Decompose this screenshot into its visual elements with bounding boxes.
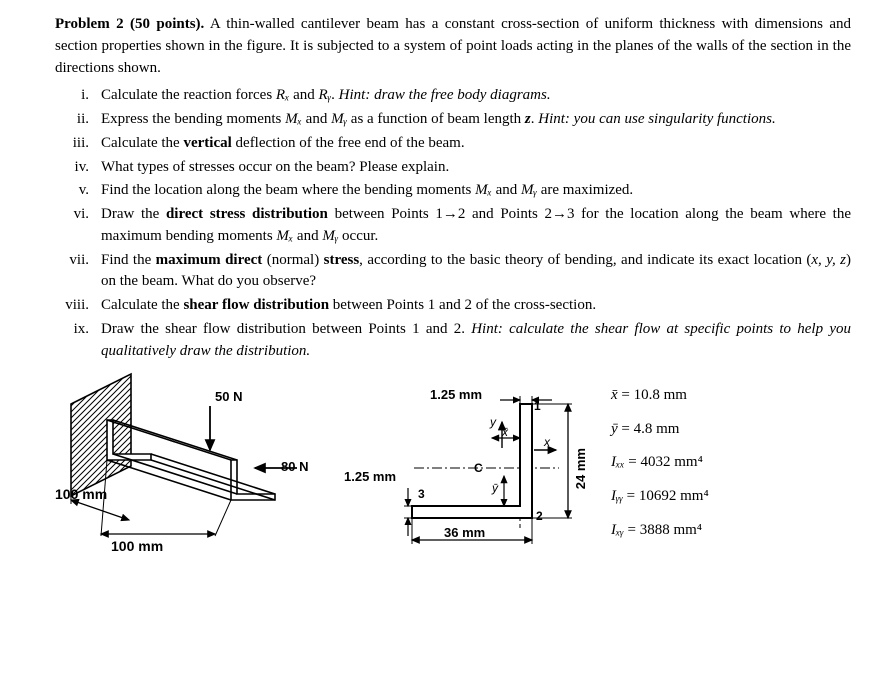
row-ixy: Iₓᵧ = 3888 mm⁴ — [603, 514, 715, 548]
y-axis-label: y — [490, 414, 496, 431]
item-vi: vi. Draw the direct stress distribution … — [55, 204, 851, 248]
item-ix: ix. Draw the shear flow distribution bet… — [55, 319, 851, 363]
row-xbar: x̄ = 10.8 mm — [603, 379, 715, 413]
item-ii: ii. Express the bending moments Mₓ and M… — [55, 109, 851, 131]
width-36mm-label: 36 mm — [444, 524, 485, 543]
xbar-dim-label: x̄ — [502, 424, 508, 441]
section-properties: x̄ = 10.8 mm ȳ = 4.8 mm Iₓₓ = 4032 mm⁴ I… — [603, 379, 851, 548]
row-ybar: ȳ = 4.8 mm — [603, 413, 715, 447]
item-iv: iv. What types of stresses occur on the … — [55, 157, 851, 179]
beam-3d-diagram: 50 N 80 N 100 mm 100 mm — [55, 368, 330, 558]
hint-i: Hint: draw the free body diagrams. — [339, 87, 551, 103]
thickness-left-label: 1.25 mm — [344, 468, 396, 487]
x-axis-label: x — [544, 434, 550, 451]
item-viii: viii. Calculate the shear flow distribut… — [55, 295, 851, 317]
height-24mm-label: 24 mm — [572, 448, 591, 489]
problem-intro: Problem 2 (50 points). A thin-walled can… — [55, 14, 851, 79]
cross-section-diagram: 1.25 mm 1.25 mm 36 mm 24 mm 1 2 3 C x y … — [344, 368, 589, 558]
ybar-dim-label: ȳ — [492, 480, 498, 497]
point-1-label: 1 — [534, 398, 541, 415]
item-iii: iii. Calculate the vertical deflection o… — [55, 133, 851, 155]
problem-heading: Problem 2 (50 points). — [55, 16, 204, 32]
load-50n-label: 50 N — [215, 388, 242, 407]
load-80n-label: 80 N — [281, 458, 308, 477]
thickness-top-label: 1.25 mm — [430, 386, 482, 405]
item-v: v. Find the location along the beam wher… — [55, 180, 851, 202]
subproblem-list: i. Calculate the reaction forces Rₓ and … — [55, 85, 851, 362]
centroid-label: C — [474, 460, 483, 477]
dim-100mm-front: 100 mm — [111, 536, 163, 556]
marker-i: i. — [55, 85, 101, 107]
hint-ii: Hint: you can use singularity functions. — [538, 111, 775, 127]
figure-row: 50 N 80 N 100 mm 100 mm — [55, 368, 851, 558]
point-2-label: 2 — [536, 508, 543, 525]
item-vii: vii. Find the maximum direct (normal) st… — [55, 250, 851, 294]
point-3-label: 3 — [418, 486, 425, 503]
dim-100mm-back: 100 mm — [55, 484, 107, 504]
item-i: i. Calculate the reaction forces Rₓ and … — [55, 85, 851, 107]
row-ixx: Iₓₓ = 4032 mm⁴ — [603, 446, 715, 480]
properties-table: x̄ = 10.8 mm ȳ = 4.8 mm Iₓₓ = 4032 mm⁴ I… — [603, 379, 715, 548]
row-iyy: Iᵧᵧ = 10692 mm⁴ — [603, 480, 715, 514]
